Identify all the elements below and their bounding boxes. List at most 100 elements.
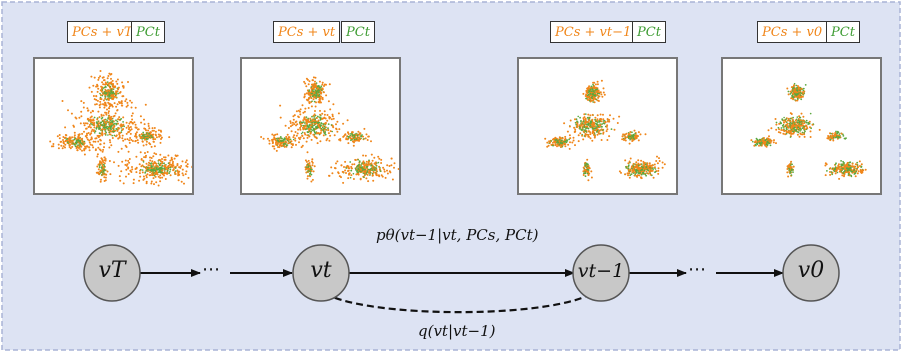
target-point xyxy=(360,164,363,166)
target-point xyxy=(113,128,115,130)
source-point xyxy=(848,174,851,177)
source-point xyxy=(602,118,605,121)
target-point xyxy=(351,139,353,141)
target-point xyxy=(787,90,790,93)
source-point xyxy=(286,133,289,136)
source-point xyxy=(139,115,142,118)
source-point xyxy=(579,132,582,135)
target-point xyxy=(361,134,363,136)
source-point xyxy=(145,162,148,165)
source-point xyxy=(342,181,345,184)
source-point xyxy=(181,172,184,175)
target-point xyxy=(633,138,636,140)
target-point xyxy=(116,120,119,123)
source-point xyxy=(100,98,103,101)
source-point xyxy=(363,174,366,177)
source-point xyxy=(798,135,801,138)
node-vt-1 xyxy=(572,244,630,302)
source-point xyxy=(120,147,123,150)
source-point xyxy=(141,171,144,174)
source-point xyxy=(310,180,313,183)
source-point xyxy=(287,136,290,139)
source-point xyxy=(630,165,633,168)
source-point xyxy=(772,141,775,144)
source-point xyxy=(620,171,622,174)
target-point xyxy=(799,127,801,130)
source-point xyxy=(178,173,181,176)
target-point xyxy=(793,121,795,123)
source-point xyxy=(128,126,131,129)
source-point xyxy=(118,133,121,136)
source-point xyxy=(775,128,778,131)
target-point xyxy=(164,169,166,171)
source-point xyxy=(586,121,589,123)
source-point xyxy=(88,146,91,149)
target-point xyxy=(834,166,837,168)
source-point xyxy=(552,141,554,144)
source-point xyxy=(331,115,334,118)
source-point xyxy=(294,137,297,140)
target-point xyxy=(636,171,638,173)
target-point xyxy=(169,168,172,171)
target-point xyxy=(108,129,110,131)
source-point xyxy=(366,173,369,176)
target-point xyxy=(75,142,78,145)
tag-source-panel-1: PCs + vT xyxy=(67,21,138,43)
source-point xyxy=(88,86,91,89)
source-point xyxy=(792,119,795,122)
source-point xyxy=(117,86,120,89)
source-point xyxy=(364,154,367,157)
source-point xyxy=(62,139,64,141)
source-point xyxy=(104,88,107,91)
source-point xyxy=(789,90,792,93)
target-point xyxy=(628,135,631,138)
source-point xyxy=(856,165,859,168)
source-point xyxy=(121,134,124,137)
source-point xyxy=(322,125,325,127)
source-point xyxy=(64,143,67,146)
source-point xyxy=(806,127,809,130)
source-point xyxy=(351,163,354,166)
source-point xyxy=(846,161,849,164)
target-point xyxy=(796,116,799,118)
source-point xyxy=(374,163,377,166)
source-point xyxy=(591,139,594,142)
source-point xyxy=(304,133,307,136)
source-point xyxy=(310,138,313,141)
source-point xyxy=(140,158,143,160)
source-point xyxy=(546,141,549,144)
source-point xyxy=(139,135,142,138)
source-point xyxy=(105,82,108,85)
source-point xyxy=(353,141,355,144)
source-point xyxy=(312,83,315,86)
source-point xyxy=(125,175,127,178)
target-point xyxy=(847,167,849,170)
source-point xyxy=(390,157,393,160)
source-point xyxy=(73,131,76,134)
source-point xyxy=(342,122,345,125)
source-point xyxy=(628,142,631,145)
target-point xyxy=(843,171,845,173)
target-point xyxy=(300,132,303,135)
source-point xyxy=(92,146,95,149)
source-point xyxy=(832,139,835,142)
target-point xyxy=(110,88,113,91)
source-point xyxy=(320,101,322,104)
source-point xyxy=(598,95,601,98)
source-point xyxy=(138,179,141,182)
source-point xyxy=(796,85,799,87)
source-point xyxy=(367,161,370,164)
source-point xyxy=(307,107,310,109)
source-point xyxy=(582,170,585,173)
target-point xyxy=(167,167,170,170)
target-point xyxy=(552,144,554,147)
target-point xyxy=(645,174,647,177)
target-point xyxy=(148,136,151,139)
source-point xyxy=(94,140,97,143)
source-point xyxy=(803,133,806,136)
source-point xyxy=(76,149,79,152)
source-point xyxy=(279,143,282,146)
source-point xyxy=(628,176,631,179)
source-point xyxy=(121,95,124,98)
source-point xyxy=(311,160,313,163)
